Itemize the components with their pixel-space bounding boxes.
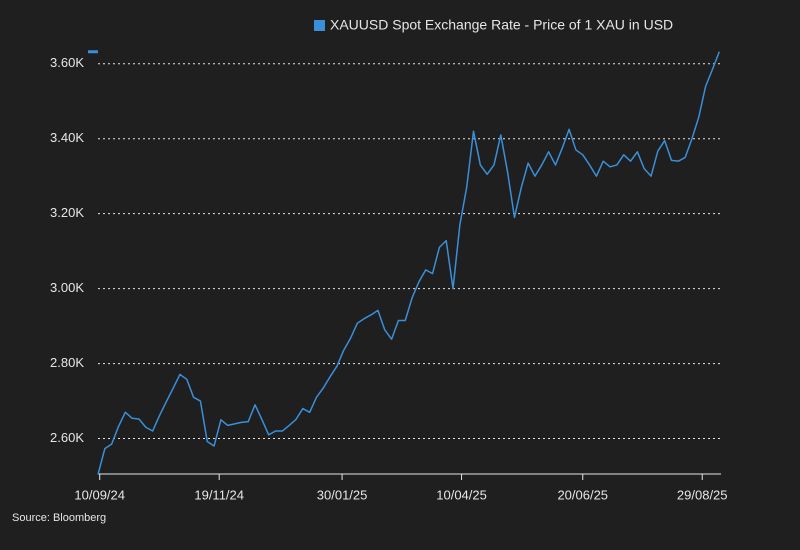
legend-label: XAUUSD Spot Exchange Rate - Price of 1 X… [330,17,673,33]
x-tick-label: 20/06/25 [557,487,608,502]
y-tick-label: 3.60K [50,55,84,70]
x-tick-label: 19/11/24 [194,487,244,502]
legend-swatch [314,20,325,31]
last-value-marker [88,50,98,54]
y-tick-label: 2.60K [50,430,84,445]
y-tick-label: 3.40K [50,130,84,145]
x-tick-label: 10/09/24 [74,487,125,502]
source-note: Source: Bloomberg [12,512,106,524]
y-tick-label: 3.00K [50,280,84,295]
x-tick-label: 10/04/25 [436,487,487,502]
y-tick-label: 3.20K [50,205,84,220]
y-tick-label: 2.80K [50,355,84,370]
x-tick-label: 30/01/25 [317,487,368,502]
price-line [97,51,720,475]
x-tick-label: 29/08/25 [677,487,728,502]
